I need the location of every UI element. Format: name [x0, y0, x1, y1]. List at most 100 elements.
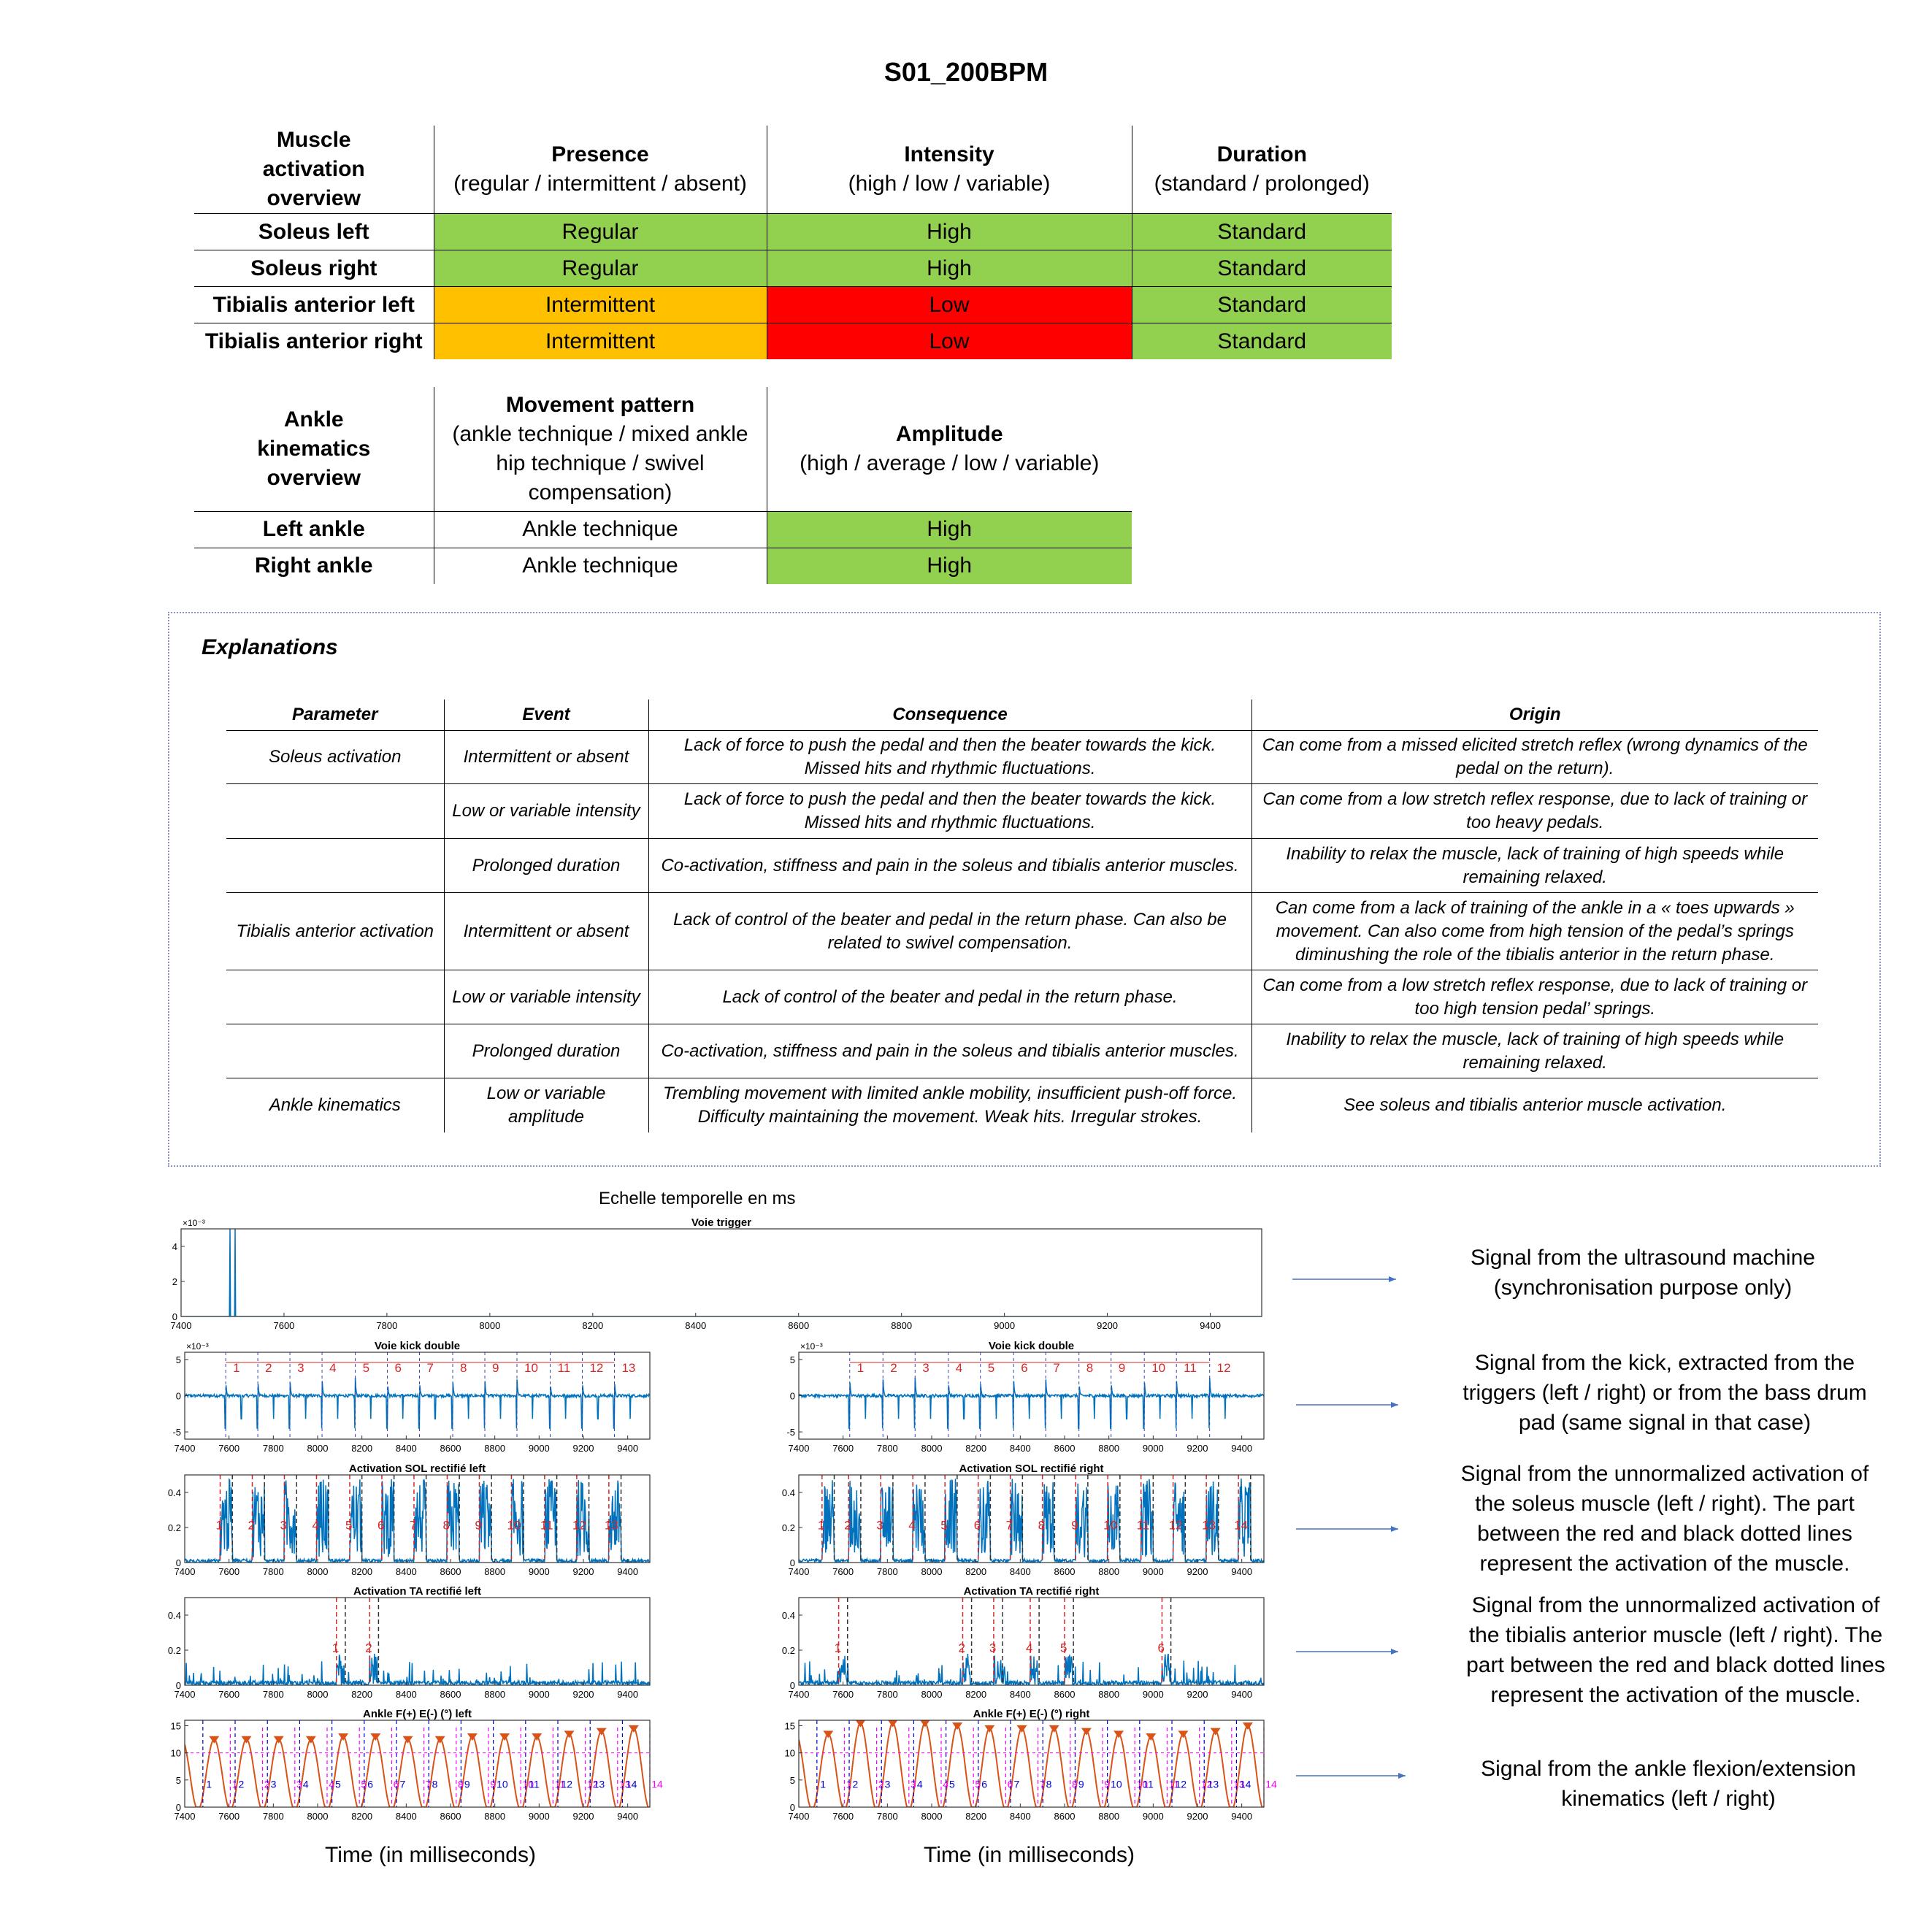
chart-panel: Activation TA rectifié right 1 2 3 4 5 6 7400 76…	[782, 1585, 1265, 1700]
cycle-label: 9	[490, 1778, 496, 1790]
y-tick-label: 0.4	[782, 1487, 795, 1498]
x-tick-label: 8200	[582, 1320, 603, 1331]
x-tick-label: 9000	[529, 1811, 550, 1822]
chart-title: Voie kick double	[989, 1340, 1074, 1352]
burst-label: 9	[475, 1518, 481, 1532]
peak-marker	[209, 1736, 220, 1744]
hit-label: 2	[265, 1361, 272, 1375]
table-row: Tibialis anterior activation Intermitten…	[226, 892, 1818, 970]
x-axis-label-left: Time (in milliseconds)	[325, 1843, 536, 1867]
cycle-label: 12	[561, 1778, 572, 1790]
x-tick-label: 8600	[1054, 1811, 1076, 1822]
origin-cell: Can come from a low stretch reflex respo…	[1251, 970, 1818, 1024]
table-row: Prolonged duration Co-activation, stiffn…	[226, 1024, 1818, 1078]
cycle-label: 2	[264, 1778, 270, 1790]
x-tick-label: 8800	[484, 1811, 505, 1822]
y-tick-label: 0.4	[168, 1610, 181, 1621]
x-tick-label: 8000	[307, 1566, 329, 1577]
cycle-label: 8	[1072, 1778, 1078, 1790]
x-tick-label: 8200	[965, 1566, 986, 1577]
burst-label: 11	[540, 1518, 553, 1532]
table-row: Tibialis anterior left Intermittent Low …	[194, 286, 1392, 323]
burst-label: 7	[410, 1518, 416, 1532]
x-tick-label: 8800	[891, 1320, 912, 1331]
hit-label: 1	[857, 1361, 864, 1375]
x-tick-label: 7400	[789, 1689, 810, 1700]
chart-panel: Activation TA rectifié left 1 2 7400 7600 780…	[168, 1585, 651, 1700]
table-row: Low or variable intensity Lack of force …	[226, 783, 1818, 839]
cycle-label: 5	[335, 1778, 341, 1790]
x-tick-label: 8000	[921, 1566, 943, 1577]
parameter-cell	[226, 838, 444, 893]
event-cell: Low or variable intensity	[443, 783, 648, 839]
peak-marker	[1081, 1728, 1092, 1736]
burst-label: 3	[876, 1518, 883, 1532]
cycle-label: 11	[1143, 1778, 1154, 1790]
chart-panel: Voie kick double×10⁻³1 2 3 4 5 6 7 8 9 10 11 127400…	[786, 1340, 1265, 1454]
burst-label: 4	[312, 1518, 318, 1532]
burst-label: 1	[216, 1518, 223, 1532]
burst-label: 4	[908, 1518, 915, 1532]
intensity-cell: High	[766, 250, 1132, 287]
cycle-label: 1	[820, 1778, 826, 1790]
cycle-label: 5	[949, 1778, 955, 1790]
peak-marker	[1016, 1725, 1027, 1733]
cycle-label: 11	[529, 1778, 540, 1790]
x-tick-label: 7800	[877, 1566, 898, 1577]
chart-title: Activation TA rectifié left	[353, 1585, 481, 1598]
axes-box	[798, 1474, 1265, 1563]
parameter-cell	[226, 1024, 444, 1078]
signal-line	[799, 1722, 1264, 1807]
peak-marker	[305, 1736, 316, 1744]
x-tick-label: 9200	[573, 1443, 594, 1454]
peak-marker	[1049, 1725, 1059, 1733]
hit-label: 12	[1217, 1361, 1231, 1375]
y-tick-label: -5	[172, 1427, 181, 1438]
parameter-cell: Soleus activation	[226, 730, 444, 784]
hit-label: 8	[460, 1361, 467, 1375]
plot-area	[185, 1377, 650, 1429]
x-tick-label: 9200	[573, 1811, 594, 1822]
arrow-head	[1391, 1402, 1398, 1408]
cycle-label: 4	[303, 1778, 309, 1790]
hit-label: 4	[329, 1361, 336, 1375]
x-tick-label: 7800	[263, 1811, 284, 1822]
axes-box	[798, 1597, 1265, 1686]
cycle-label: 6	[1008, 1778, 1013, 1790]
burst-label: 2	[365, 1641, 372, 1655]
cycle-label: 4	[329, 1778, 334, 1790]
table-row: Left ankle Ankle technique High	[194, 510, 1132, 548]
x-tick-label: 7400	[175, 1443, 196, 1454]
x-tick-label: 7800	[877, 1443, 898, 1454]
hit-label: 5	[363, 1361, 369, 1375]
peak-marker	[338, 1733, 349, 1741]
x-tick-label: 9000	[1143, 1443, 1164, 1454]
hit-label: 2	[890, 1361, 897, 1375]
x-tick-label: 8000	[921, 1443, 943, 1454]
table-row: Soleus activation Intermittent or absent…	[226, 730, 1818, 784]
axes-box	[184, 1597, 651, 1686]
axes-box	[798, 1720, 1265, 1808]
peak-marker	[370, 1733, 381, 1741]
cycle-label: 13	[594, 1778, 605, 1790]
y-tick-label: 4	[172, 1241, 177, 1252]
ankle-kinematics-table: Ankle kinematics overview Movement patte…	[194, 387, 1132, 584]
burst-label: 4	[1026, 1641, 1032, 1655]
axis-exponent: ×10⁻³	[186, 1341, 209, 1352]
peak-marker	[1146, 1733, 1157, 1741]
x-tick-label: 9200	[573, 1566, 594, 1577]
arrow-head	[1391, 1526, 1398, 1532]
burst-label: 10	[507, 1518, 521, 1532]
peak-marker	[241, 1736, 252, 1744]
table-row: Right ankle Ankle technique High	[194, 547, 1132, 584]
x-tick-label: 7400	[175, 1811, 196, 1822]
cycle-label: 10	[1111, 1778, 1122, 1790]
header-origin: Origin	[1251, 699, 1818, 731]
cycle-label: 9	[464, 1778, 470, 1790]
hit-label: 6	[395, 1361, 402, 1375]
description-soleus: Signal from the unnormalized activation …	[1460, 1462, 1869, 1576]
pattern-cell: Ankle technique	[433, 547, 767, 584]
x-tick-label: 8800	[484, 1443, 505, 1454]
cycle-label: 1	[232, 1778, 238, 1790]
